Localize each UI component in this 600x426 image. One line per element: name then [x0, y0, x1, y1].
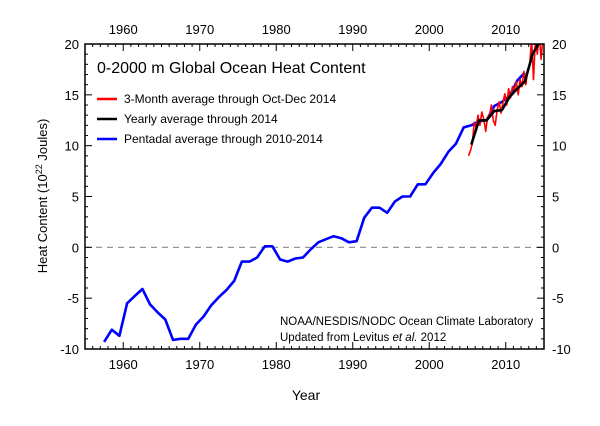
y-tick-label-right: -5	[552, 291, 564, 306]
y-axis-label-end: Joules)	[35, 119, 50, 165]
y-tick-label-left: -10	[60, 342, 79, 357]
x-tick-label-top: 2010	[491, 22, 520, 37]
x-tick-label-bottom: 2000	[415, 357, 444, 372]
x-axis-label: Year	[292, 387, 321, 403]
y-tick-label-left: 20	[65, 37, 79, 52]
y-tick-label-left: 5	[72, 190, 79, 205]
series-line-yearly	[470, 44, 540, 145]
legend-label: Yearly average through 2014	[124, 112, 278, 126]
x-tick-label-bottom: 1960	[109, 357, 138, 372]
y-tick-label-left: 15	[65, 88, 79, 103]
chart-title: 0-2000 m Global Ocean Heat Content	[97, 60, 366, 77]
source-line-2: Updated from Levitus et al. 2012	[280, 332, 446, 344]
legend-label: Pentadal average through 2010-2014	[124, 132, 323, 146]
y-tick-label-right: 5	[552, 190, 559, 205]
x-tick-label-bottom: 1990	[338, 357, 367, 372]
y-axis-label: Heat Content (1022 Joules)	[34, 119, 50, 274]
legend-label: 3-Month average through Oct-Dec 2014	[124, 92, 336, 106]
y-tick-label-right: -10	[552, 342, 571, 357]
x-tick-label-top: 1990	[338, 22, 367, 37]
x-tick-label-bottom: 1970	[185, 357, 214, 372]
source-line-2-post: 2012	[417, 332, 446, 344]
y-axis-label-sup: 22	[34, 164, 44, 174]
x-tick-label-top: 1960	[109, 22, 138, 37]
y-tick-label-left: -5	[67, 291, 79, 306]
y-tick-label-right: 20	[552, 37, 566, 52]
y-axis-label-main: Heat Content (10	[35, 174, 50, 273]
x-tick-label-bottom: 1980	[262, 357, 291, 372]
y-tick-label-left: 0	[72, 240, 79, 255]
y-tick-label-right: 15	[552, 88, 566, 103]
series-line-pentadal	[103, 71, 526, 343]
x-tick-label-top: 1980	[262, 22, 291, 37]
y-tick-label-left: 10	[65, 139, 79, 154]
source-line-1: NOAA/NESDIS/NODC Ocean Climate Laborator…	[280, 316, 533, 328]
y-tick-label-right: 10	[552, 139, 566, 154]
x-tick-label-top: 2000	[415, 22, 444, 37]
x-tick-label-bottom: 2010	[491, 357, 520, 372]
y-tick-label-right: 0	[552, 240, 559, 255]
source-line-2-pre: Updated from Levitus	[280, 332, 393, 344]
plot-frame	[84, 43, 545, 350]
series-line-3-month	[467, 44, 544, 157]
x-tick-label-top: 1970	[185, 22, 214, 37]
source-line-2-italic: et al.	[393, 332, 418, 344]
